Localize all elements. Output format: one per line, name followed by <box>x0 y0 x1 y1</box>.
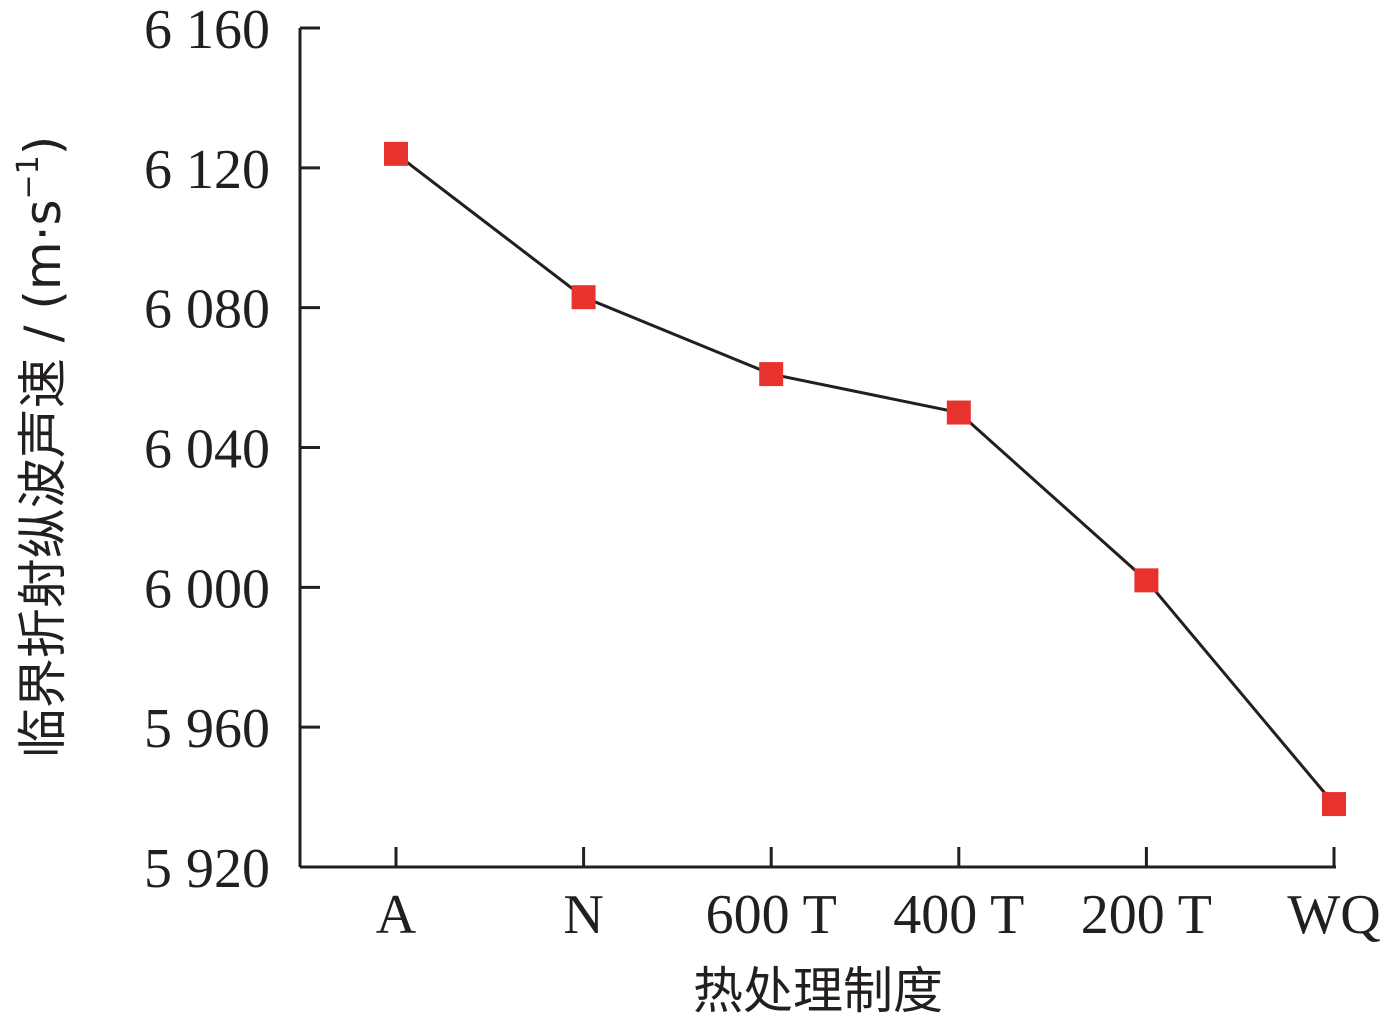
data-point-marker <box>1134 568 1159 593</box>
y-axis-title-main: 临界折射纵波声速 / (m·s <box>14 199 72 758</box>
x-tick-label: A <box>376 884 417 946</box>
x-tick-label: WQ <box>1287 884 1380 946</box>
y-tick-label: 5 960 <box>144 698 270 760</box>
y-tick-label: 6 160 <box>144 0 270 61</box>
data-point-marker <box>1322 792 1346 817</box>
y-axis-title: 临界折射纵波声速 / (m·s−1) <box>11 136 72 759</box>
data-point-marker <box>946 400 971 425</box>
x-tick-label: 200 T <box>1081 884 1212 946</box>
series-line <box>395 152 1336 806</box>
y-tick-label: 5 920 <box>144 838 270 900</box>
y-axis-title-superscript: −1 <box>11 155 46 199</box>
y-axis-ticks: 5 920 5 960 6 000 6 040 6 080 6 120 6 160 <box>144 0 320 900</box>
data-point-marker <box>571 285 596 310</box>
y-tick-label: 6 040 <box>144 419 270 481</box>
x-tick-label: 600 T <box>706 884 837 946</box>
y-tick-label: 6 080 <box>144 279 270 341</box>
y-tick-label: 6 000 <box>144 558 270 620</box>
data-series <box>384 141 1346 817</box>
data-point-marker <box>759 362 784 387</box>
x-axis-title: 热处理制度 <box>693 962 943 1020</box>
y-axis-title-close: ) <box>14 136 72 156</box>
x-tick-label: 400 T <box>893 884 1024 946</box>
x-tick-label: N <box>563 884 603 946</box>
x-axis-ticks: A N 600 T 400 T 200 T WQ <box>376 847 1381 946</box>
y-tick-label: 6 120 <box>144 139 270 201</box>
data-point-marker <box>384 141 408 166</box>
